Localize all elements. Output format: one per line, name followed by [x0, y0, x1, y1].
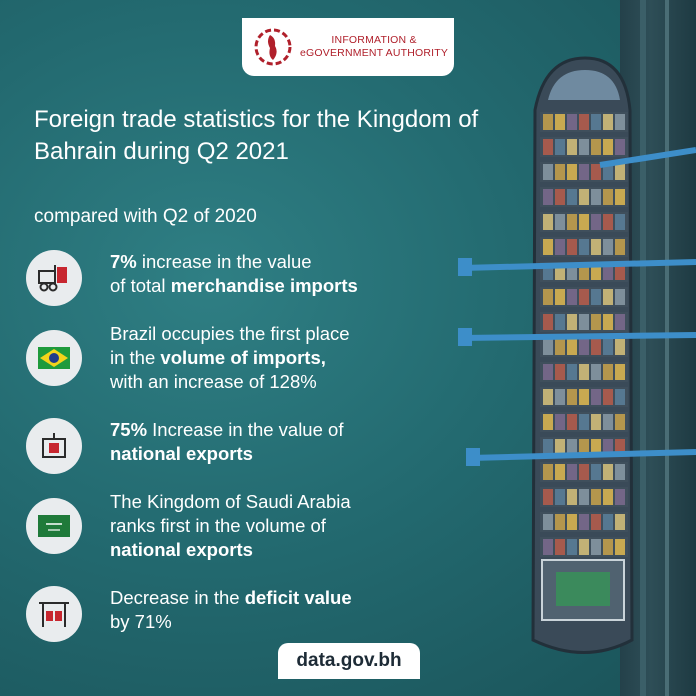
stat-segment: ranks first in the volume of: [110, 515, 326, 536]
stat-segment: Increase in the value of: [147, 419, 344, 440]
authority-name-line1: INFORMATION &: [331, 34, 417, 46]
stat-line: Brazil occupies the first place: [110, 322, 480, 346]
page-title: Foreign trade statistics for the Kingdom…: [34, 106, 479, 165]
authority-logo: INFORMATION & eGOVERNMENT AUTHORITY: [242, 18, 454, 76]
stat-highlight: national exports: [110, 539, 253, 560]
stat-text: Decrease in the deficit value by 71%: [110, 586, 480, 634]
stat-line: 7% increase in the value: [110, 250, 480, 274]
dock-rail: [665, 0, 669, 696]
stat-highlight: merchandise imports: [170, 275, 358, 296]
stat-segment: of total: [110, 275, 171, 296]
stat-line: The Kingdom of Saudi Arabia: [110, 490, 480, 514]
stat-highlight: national exports: [110, 443, 253, 464]
page-subtitle: compared with Q2 of 2020: [34, 206, 257, 227]
icon-badge: [26, 418, 82, 474]
stat-highlight: 7%: [110, 251, 137, 272]
stat-segment: by 71%: [110, 611, 172, 632]
stat-line: of total merchandise imports: [110, 274, 480, 298]
authority-name-line2: eGOVERNMENT AUTHORITY: [300, 47, 449, 59]
stat-segment: Decrease in the: [110, 587, 245, 608]
stat-highlight: deficit value: [244, 587, 352, 608]
icon-badge: [26, 586, 82, 642]
stat-segment: Brazil occupies the first place: [110, 323, 350, 344]
stat-line: with an increase of 128%: [110, 370, 480, 394]
stat-line: national exports: [110, 538, 480, 562]
forklift-icon: [38, 265, 67, 292]
icon-badge: [26, 498, 82, 554]
stat-text: 75% Increase in the value of national exp…: [110, 418, 480, 466]
icon-badge: [26, 250, 82, 306]
stat-line: by 71%: [110, 610, 480, 634]
crane-containers-icon: [39, 602, 69, 627]
export-container-icon: [42, 433, 66, 458]
stat-segment: The Kingdom of Saudi Arabia: [110, 491, 351, 512]
stat-line: in the volume of imports,: [110, 346, 480, 370]
stat-text: Brazil occupies the first place in the vo…: [110, 322, 480, 394]
stat-text: 7% increase in the value of total merchan…: [110, 250, 480, 298]
authority-name: INFORMATION & eGOVERNMENT AUTHORITY: [300, 34, 448, 60]
stat-highlight: 75%: [110, 419, 148, 440]
dock-rail: [640, 0, 646, 696]
website-link[interactable]: data.gov.bh: [278, 643, 420, 679]
brazil-flag-icon: [38, 347, 70, 369]
stat-text: The Kingdom of Saudi Arabia ranks first i…: [110, 490, 480, 562]
stat-line: 75% Increase in the value of: [110, 418, 480, 442]
saudi-flag-icon: [38, 515, 70, 537]
stat-line: Decrease in the deficit value: [110, 586, 480, 610]
stat-line: ranks first in the volume of: [110, 514, 480, 538]
stat-segment: with an increase of 128%: [110, 371, 317, 392]
stat-segment: in the: [110, 347, 161, 368]
stat-line: national exports: [110, 442, 480, 466]
icon-badge: [26, 330, 82, 386]
bahrain-map-logo-icon: [254, 28, 292, 66]
stat-highlight: volume of imports,: [160, 347, 326, 368]
stat-segment: increase in the value: [136, 251, 312, 272]
